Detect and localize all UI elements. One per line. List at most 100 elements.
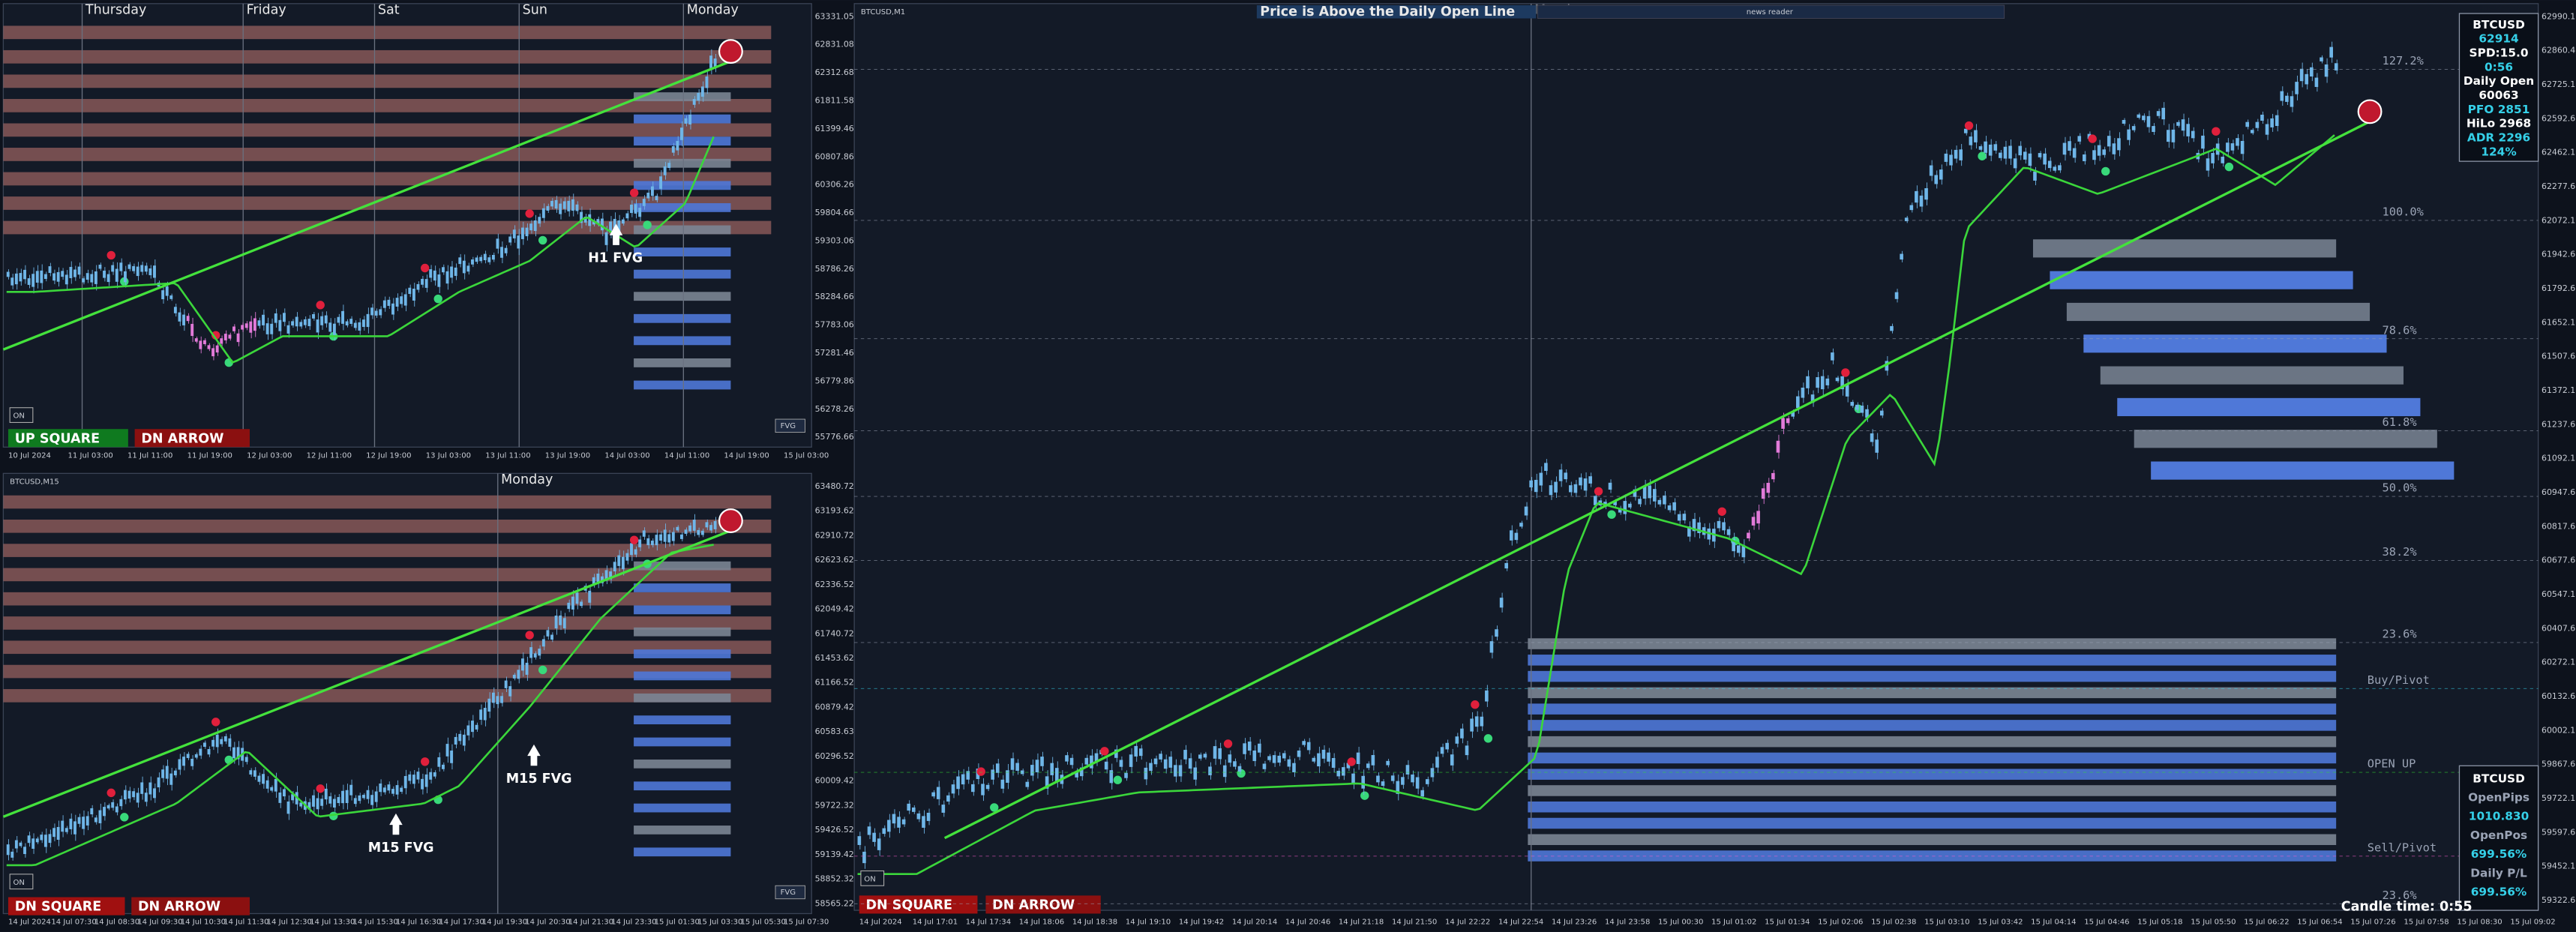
candle: [500, 247, 504, 258]
signal-dot: [1717, 507, 1726, 516]
candle: [1258, 743, 1261, 753]
candle: [1376, 775, 1380, 783]
candle: [617, 220, 621, 232]
candle: [1030, 765, 1034, 776]
candle: [479, 709, 483, 720]
candle: [638, 539, 642, 547]
signal-dot: [538, 235, 547, 245]
time-label: 14 Jul 19:30: [482, 918, 527, 926]
candle: [144, 265, 148, 272]
candle: [106, 274, 110, 283]
fib-level: Buy/Pivot: [2368, 673, 2430, 687]
candle: [1218, 748, 1222, 760]
candle: [349, 784, 353, 796]
demand-zone: [2050, 271, 2353, 289]
candle: [253, 770, 256, 777]
candle: [1090, 755, 1093, 769]
candle: [2167, 130, 2170, 142]
time-label: 15 Jul 02:38: [1871, 918, 1916, 926]
candle: [312, 795, 315, 807]
candle: [2295, 82, 2299, 94]
supply-zone: [854, 348, 1031, 375]
candle: [48, 266, 52, 273]
time-label: 15 Jul 07:26: [2350, 918, 2395, 926]
candle: [190, 758, 194, 766]
demand-zone: [634, 380, 731, 390]
candle: [345, 790, 349, 804]
candle: [211, 739, 215, 747]
candle: [1465, 745, 1469, 756]
candle: [1104, 761, 1108, 770]
price-label: 61507.60: [2542, 352, 2576, 361]
candle: [223, 736, 227, 742]
time-label: 15 Jul 03:00: [784, 451, 829, 460]
time-label: 14 Jul 19:42: [1179, 918, 1224, 926]
candle: [6, 844, 10, 856]
day-label: Monday: [687, 3, 739, 18]
candle: [630, 204, 633, 214]
candle: [1237, 766, 1242, 772]
candle: [697, 529, 700, 535]
candle: [391, 303, 394, 315]
demand-zone: [1528, 752, 2337, 764]
supply-zone: [3, 172, 772, 186]
price-label: 60547.10: [2542, 589, 2576, 599]
candle: [1163, 759, 1168, 769]
price-label: 61740.72: [815, 628, 854, 638]
demand-zone: [634, 847, 731, 857]
candle: [1845, 385, 1849, 397]
price-label: 62592.60: [2542, 113, 2576, 123]
candle: [165, 286, 169, 296]
candle: [462, 734, 466, 746]
candle: [1969, 136, 1973, 145]
time-label: 15 Jul 06:54: [2297, 918, 2342, 926]
fib-level: 100.0%: [2382, 205, 2423, 219]
candle: [596, 573, 600, 583]
candle: [1623, 501, 1627, 514]
candle: [366, 313, 370, 328]
candle: [2221, 157, 2225, 163]
price-label: 62910.72: [815, 530, 854, 540]
candle: [1959, 149, 1963, 160]
candle: [1401, 777, 1405, 785]
candle: [471, 721, 474, 733]
candle: [437, 274, 441, 287]
candle: [1509, 530, 1513, 541]
candle: [262, 774, 265, 784]
candle: [416, 772, 420, 780]
candle: [650, 541, 654, 546]
time-label: 14 Jul 23:26: [1552, 918, 1597, 926]
candle: [2043, 153, 2047, 165]
candle: [862, 851, 866, 864]
candle: [621, 556, 625, 570]
candle: [680, 127, 683, 140]
price-label: 60879.42: [815, 702, 854, 712]
candle: [504, 680, 508, 688]
candle: [1134, 745, 1138, 757]
candle: [2230, 143, 2235, 151]
candle: [232, 326, 235, 331]
candle: [2152, 126, 2155, 132]
candle: [1040, 757, 1044, 766]
fvg-label: M15 FVG: [506, 772, 572, 787]
position-item: 1010.830: [2469, 810, 2529, 823]
candle: [90, 808, 94, 815]
candle: [123, 271, 127, 283]
candle: [73, 269, 76, 277]
moving-average: [857, 134, 2335, 876]
candle: [85, 816, 89, 826]
candle: [961, 774, 965, 785]
price-label: 58284.66: [815, 292, 854, 301]
candle: [136, 793, 139, 803]
candle: [1331, 758, 1336, 768]
candle: [2290, 96, 2294, 107]
demand-zone: [634, 92, 731, 101]
candle: [1351, 773, 1355, 784]
price-label: 62312.68: [815, 67, 854, 77]
price-label: 61811.58: [815, 96, 854, 106]
candle: [450, 266, 454, 278]
candle: [659, 534, 663, 541]
time-label: 15 Jul 01:02: [1711, 918, 1756, 926]
candle: [416, 283, 420, 290]
candle: [244, 757, 248, 763]
